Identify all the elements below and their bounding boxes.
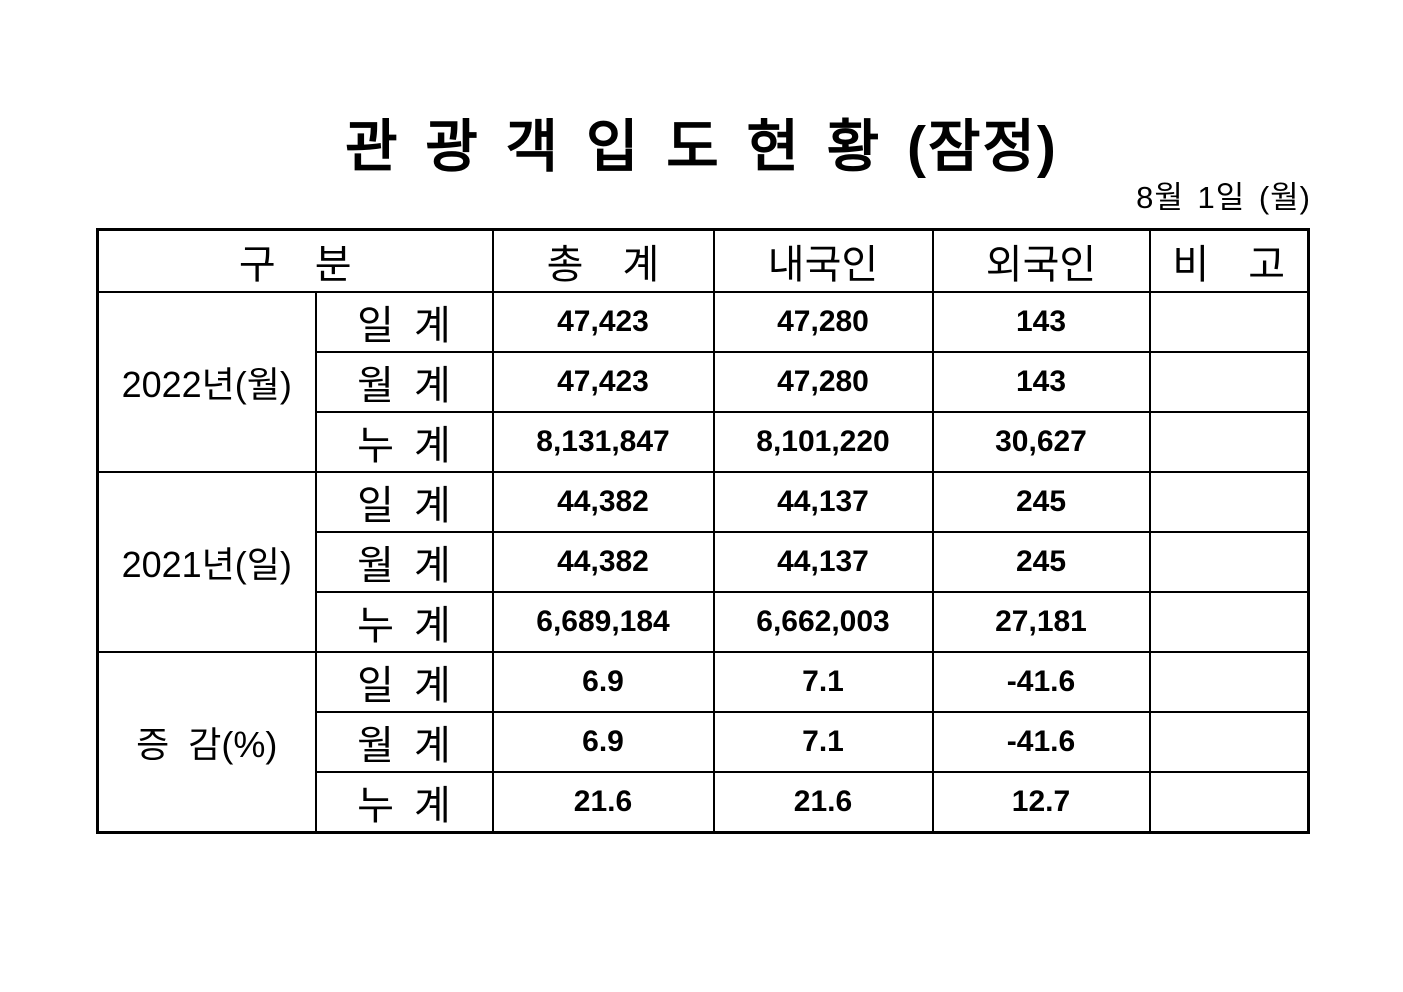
cell-foreign: 27,181 xyxy=(931,590,1151,653)
cell-remarks xyxy=(1148,530,1310,593)
col-header-total: 총 계 xyxy=(491,228,715,293)
cell-domestic: 7.1 xyxy=(712,650,934,713)
report-date: 8월 1일 (월) xyxy=(1136,180,1311,215)
row-label-cumulative: 누 계 xyxy=(314,410,494,473)
table-row: 2021년(일) 일 계 44,382 44,137 245 xyxy=(96,470,1310,653)
cell-domestic: 47,280 xyxy=(712,290,934,353)
row-label-cumulative: 누 계 xyxy=(314,590,494,653)
cell-remarks xyxy=(1148,650,1310,713)
group-label-2022: 2022년(월) xyxy=(96,290,317,473)
cell-total: 47,423 xyxy=(491,350,715,413)
cell-remarks xyxy=(1148,350,1310,413)
cell-domestic: 6,662,003 xyxy=(712,590,934,653)
group-label-change-pct: 증 감(%) xyxy=(96,650,317,833)
cell-remarks xyxy=(1148,410,1310,473)
cell-domestic: 44,137 xyxy=(712,530,934,593)
table-row: 월 계 44,382 44,137 245 xyxy=(98,530,1310,593)
cell-total: 47,423 xyxy=(491,290,715,353)
cell-remarks xyxy=(1148,770,1310,833)
col-header-foreign: 외국인 xyxy=(931,228,1151,293)
cell-foreign: 245 xyxy=(931,530,1151,593)
table-row: 누 계 8,131,847 8,101,220 30,627 xyxy=(98,410,1310,473)
cell-foreign: 143 xyxy=(931,350,1151,413)
cell-total: 6.9 xyxy=(491,710,715,773)
cell-foreign: 245 xyxy=(931,470,1151,533)
table-row: 월 계 47,423 47,280 143 xyxy=(98,350,1310,413)
table-header-row: 구 분 총 계 내국인 외국인 비 고 xyxy=(96,228,1310,293)
page-title: 관 광 객 입 도 현 황 (잠정) xyxy=(345,115,1058,179)
cell-foreign: -41.6 xyxy=(931,710,1151,773)
cell-domestic: 7.1 xyxy=(712,710,934,773)
cell-domestic: 8,101,220 xyxy=(712,410,934,473)
table-row: 누 계 6,689,184 6,662,003 27,181 xyxy=(98,590,1310,653)
cell-total: 44,382 xyxy=(491,530,715,593)
table-row: 누 계 21.6 21.6 12.7 xyxy=(98,770,1310,833)
table-row: 증 감(%) 일 계 6.9 7.1 -41.6 xyxy=(96,650,1310,833)
cell-domestic: 21.6 xyxy=(712,770,934,833)
cell-remarks xyxy=(1148,710,1310,773)
cell-domestic: 47,280 xyxy=(712,350,934,413)
cell-foreign: -41.6 xyxy=(931,650,1151,713)
cell-total: 21.6 xyxy=(491,770,715,833)
cell-total: 44,382 xyxy=(491,470,715,533)
cell-remarks xyxy=(1148,470,1310,533)
group-label-2021: 2021년(일) xyxy=(96,470,317,653)
table-row: 2022년(월) 일 계 47,423 47,280 143 xyxy=(96,290,1310,473)
cell-domestic: 44,137 xyxy=(712,470,934,533)
row-label-daily: 일 계 xyxy=(314,290,494,353)
cell-total: 6,689,184 xyxy=(491,590,715,653)
col-header-domestic: 내국인 xyxy=(712,228,934,293)
cell-foreign: 12.7 xyxy=(931,770,1151,833)
cell-foreign: 143 xyxy=(931,290,1151,353)
row-label-daily: 일 계 xyxy=(314,470,494,533)
tourist-arrivals-table: 구 분 총 계 내국인 외국인 비 고 2022년(월) 일 계 47,423 … xyxy=(96,228,1310,834)
row-label-monthly: 월 계 xyxy=(314,350,494,413)
row-label-monthly: 월 계 xyxy=(314,530,494,593)
col-header-remarks: 비 고 xyxy=(1148,228,1310,293)
row-label-daily: 일 계 xyxy=(314,650,494,713)
cell-foreign: 30,627 xyxy=(931,410,1151,473)
cell-remarks xyxy=(1148,290,1310,353)
cell-total: 8,131,847 xyxy=(491,410,715,473)
row-label-monthly: 월 계 xyxy=(314,710,494,773)
row-label-cumulative: 누 계 xyxy=(314,770,494,833)
table-row: 월 계 6.9 7.1 -41.6 xyxy=(98,710,1310,773)
cell-total: 6.9 xyxy=(491,650,715,713)
cell-remarks xyxy=(1148,590,1310,653)
col-header-category: 구 분 xyxy=(96,228,494,293)
